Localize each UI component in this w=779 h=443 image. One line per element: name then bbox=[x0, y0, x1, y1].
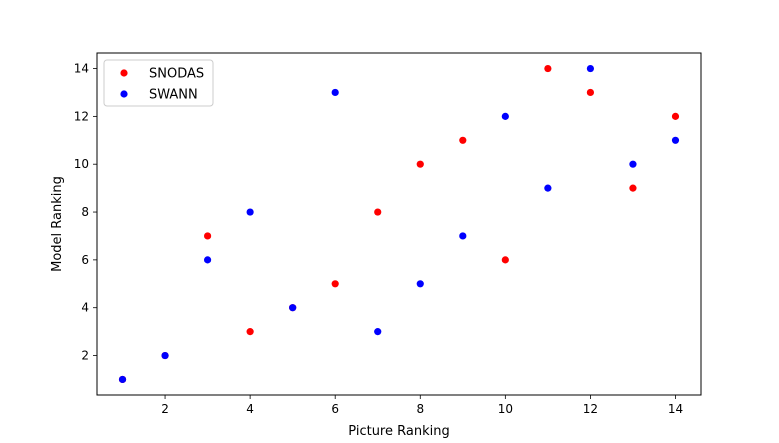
point-swann bbox=[416, 280, 424, 288]
point-swann bbox=[246, 208, 254, 216]
point-snodas bbox=[629, 184, 637, 192]
y-tick-label: 4 bbox=[81, 301, 89, 315]
point-swann bbox=[331, 88, 339, 97]
x-tick-label: 6 bbox=[331, 402, 339, 416]
point-swann bbox=[501, 112, 509, 120]
legend-marker-snodas bbox=[120, 69, 128, 77]
point-swann bbox=[289, 304, 297, 312]
point-snodas bbox=[331, 280, 339, 288]
point-swann bbox=[203, 256, 212, 264]
y-tick-label: 6 bbox=[81, 253, 89, 267]
plot-area bbox=[96, 52, 702, 396]
point-swann bbox=[544, 184, 552, 192]
x-tick-label: 4 bbox=[246, 402, 254, 416]
y-axis-ticks: 2 4 6 8 10 12 14 bbox=[74, 62, 97, 363]
plot-frame bbox=[96, 52, 702, 396]
point-swann bbox=[118, 375, 127, 384]
x-axis-label: Picture Ranking bbox=[348, 424, 449, 439]
data-points bbox=[118, 64, 680, 384]
y-axis-label: Model Ranking bbox=[50, 176, 65, 272]
legend-label-snodas: SNODAS bbox=[149, 67, 204, 82]
point-snodas bbox=[586, 88, 595, 97]
legend: SNODAS SWANN bbox=[103, 59, 214, 107]
x-tick-label: 2 bbox=[161, 402, 169, 416]
point-snodas bbox=[246, 328, 254, 336]
point-snodas bbox=[203, 232, 212, 240]
point-swann bbox=[629, 160, 637, 168]
point-swann bbox=[671, 136, 680, 144]
x-tick-label: 14 bbox=[668, 402, 683, 416]
legend-box bbox=[103, 59, 214, 107]
x-tick-label: 8 bbox=[416, 402, 424, 416]
x-tick-label: 10 bbox=[498, 402, 513, 416]
point-swann bbox=[586, 64, 595, 73]
x-axis-ticks: 2 4 6 8 10 12 14 bbox=[161, 395, 683, 416]
y-tick-label: 8 bbox=[81, 205, 89, 219]
y-tick-label: 2 bbox=[81, 349, 89, 363]
x-tick-label: 12 bbox=[583, 402, 598, 416]
point-swann bbox=[161, 351, 169, 360]
point-snodas bbox=[374, 208, 382, 216]
legend-label-swann: SWANN bbox=[149, 88, 198, 103]
y-tick-label: 14 bbox=[74, 62, 89, 76]
point-snodas bbox=[544, 64, 552, 73]
y-tick-label: 12 bbox=[74, 109, 89, 123]
point-snodas bbox=[416, 160, 424, 168]
y-tick-label: 10 bbox=[74, 157, 89, 171]
point-swann bbox=[459, 232, 467, 240]
point-snodas bbox=[501, 256, 509, 264]
point-snodas bbox=[671, 112, 680, 120]
legend-marker-swann bbox=[120, 90, 128, 98]
point-snodas bbox=[459, 136, 467, 144]
point-swann bbox=[374, 328, 382, 336]
